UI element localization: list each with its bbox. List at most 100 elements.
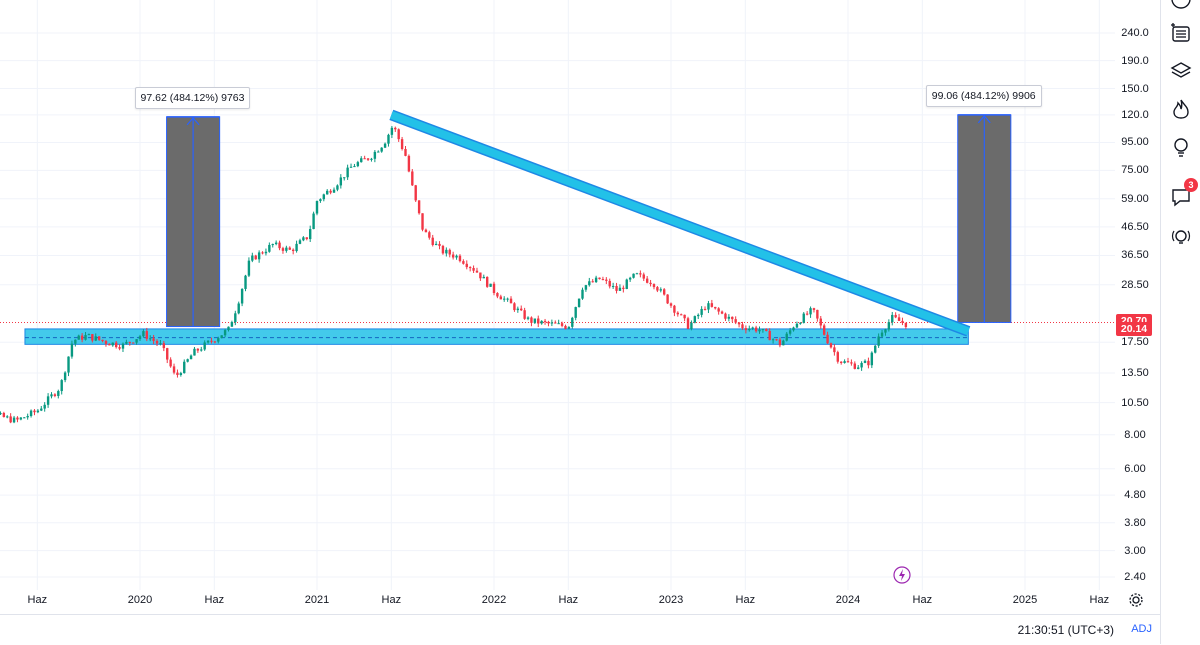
candle-body bbox=[411, 171, 414, 186]
candle-body bbox=[155, 340, 159, 344]
candle-body bbox=[506, 298, 509, 300]
candle-body bbox=[731, 316, 734, 320]
candle-body bbox=[431, 237, 434, 245]
candle-body bbox=[40, 408, 43, 411]
candle-body bbox=[874, 345, 877, 353]
time-axis[interactable]: Haz 2020 Haz 2021 Haz 2022 Haz 2023 Haz 2024 Haz 20… bbox=[0, 590, 1115, 612]
candle-body bbox=[744, 328, 748, 331]
candle-body bbox=[884, 329, 887, 333]
candle-body bbox=[94, 336, 97, 341]
time-tick-label: 2023 bbox=[658, 594, 684, 606]
candle-body bbox=[397, 129, 400, 140]
candle-body bbox=[390, 127, 394, 135]
candle-body bbox=[897, 317, 901, 321]
candle-body bbox=[465, 263, 468, 268]
candle-body bbox=[850, 362, 853, 364]
candle-body bbox=[356, 162, 360, 167]
settings-gear-icon[interactable] bbox=[1128, 592, 1144, 608]
time-tick-label: Haz bbox=[558, 594, 579, 606]
candle-body bbox=[741, 324, 744, 329]
candle-body bbox=[710, 303, 714, 307]
candle-body bbox=[833, 347, 836, 353]
candle-body bbox=[598, 277, 601, 280]
candle-body bbox=[571, 317, 574, 327]
price-tick-label: 95.00 bbox=[1121, 136, 1149, 149]
measure-arrowhead bbox=[977, 114, 991, 124]
price-axis[interactable]: 240.0 190.0 150.0 120.0 95.00 75.00 59.00 46.50… bbox=[1115, 0, 1158, 590]
candle-body bbox=[349, 166, 353, 168]
clock[interactable]: 21:30:51 (UTC+3) bbox=[1017, 623, 1114, 637]
signal-bulb-icon[interactable] bbox=[1168, 224, 1194, 250]
candle-body bbox=[537, 318, 540, 324]
candle-body bbox=[686, 318, 690, 329]
price-tick-label: 4.80 bbox=[1124, 489, 1146, 502]
candle-body bbox=[577, 298, 581, 308]
price-chart[interactable] bbox=[0, 0, 1115, 590]
layers-icon[interactable] bbox=[1168, 58, 1194, 84]
candle-body bbox=[70, 343, 74, 357]
candle-body bbox=[489, 283, 492, 287]
measure-label: 97.62 (484.12%) 9763 bbox=[134, 86, 251, 109]
chart-area[interactable] bbox=[0, 0, 1115, 590]
price-tick-label: 10.50 bbox=[1121, 396, 1149, 409]
lightning-icon[interactable] bbox=[893, 566, 911, 584]
candle-body bbox=[138, 336, 142, 340]
candle-body bbox=[295, 243, 298, 252]
candle-body bbox=[547, 321, 550, 324]
candle-body bbox=[649, 282, 652, 285]
candle-body bbox=[353, 166, 356, 168]
candle-body bbox=[288, 247, 291, 250]
candle-body bbox=[615, 285, 618, 291]
candle-body bbox=[441, 245, 445, 254]
candle-body bbox=[268, 244, 271, 252]
candle-body bbox=[877, 336, 880, 346]
candle-body bbox=[377, 151, 380, 153]
candle-body bbox=[673, 305, 676, 313]
candle-body bbox=[234, 313, 237, 323]
candle-body bbox=[322, 194, 326, 200]
candle-body bbox=[659, 289, 662, 291]
price-tick-label: 28.50 bbox=[1121, 278, 1149, 291]
candle-body bbox=[611, 285, 615, 287]
chat-icon[interactable]: 3 bbox=[1168, 178, 1198, 210]
candle-body bbox=[135, 339, 138, 343]
ideas-bulb-icon[interactable] bbox=[1168, 134, 1194, 160]
candle-body bbox=[36, 410, 40, 413]
price-tick-label: 36.50 bbox=[1121, 249, 1149, 262]
candle-body bbox=[189, 355, 193, 360]
adj-toggle[interactable]: ADJ bbox=[1131, 623, 1152, 635]
candle-body bbox=[285, 247, 288, 251]
candle-body bbox=[567, 326, 571, 329]
candle-body bbox=[74, 339, 77, 344]
candle-body bbox=[628, 277, 632, 280]
candle-body bbox=[220, 335, 223, 339]
candle-body bbox=[690, 322, 693, 329]
candle-body bbox=[326, 190, 329, 195]
candle-body bbox=[826, 334, 829, 344]
candle-body bbox=[737, 322, 741, 325]
price-tick-label: 46.50 bbox=[1121, 220, 1149, 233]
candle-body bbox=[680, 314, 683, 316]
time-tick-label: Haz bbox=[204, 594, 225, 606]
candle-body bbox=[312, 213, 315, 230]
candle-body bbox=[257, 252, 261, 260]
candle-body bbox=[693, 316, 697, 323]
candle-body bbox=[676, 312, 680, 315]
price-tick-label: 8.00 bbox=[1124, 428, 1146, 441]
candle-body bbox=[533, 318, 537, 323]
candle-body bbox=[383, 143, 387, 148]
candle-body bbox=[329, 190, 332, 193]
candle-body bbox=[111, 342, 114, 346]
time-tick-label: 2025 bbox=[1012, 594, 1038, 606]
price-tick-label: 240.0 bbox=[1121, 27, 1149, 39]
candle-body bbox=[557, 323, 560, 325]
watchlist-icon[interactable] bbox=[1168, 20, 1194, 46]
alerts-clock-icon[interactable] bbox=[1168, 0, 1194, 12]
price-tick-label: 6.00 bbox=[1124, 462, 1146, 475]
candle-body bbox=[666, 294, 669, 304]
candle-body bbox=[9, 416, 12, 423]
candle-body bbox=[261, 252, 264, 254]
candle-body bbox=[799, 322, 802, 324]
candle-body bbox=[121, 343, 125, 349]
hotlist-flame-icon[interactable] bbox=[1168, 96, 1194, 122]
